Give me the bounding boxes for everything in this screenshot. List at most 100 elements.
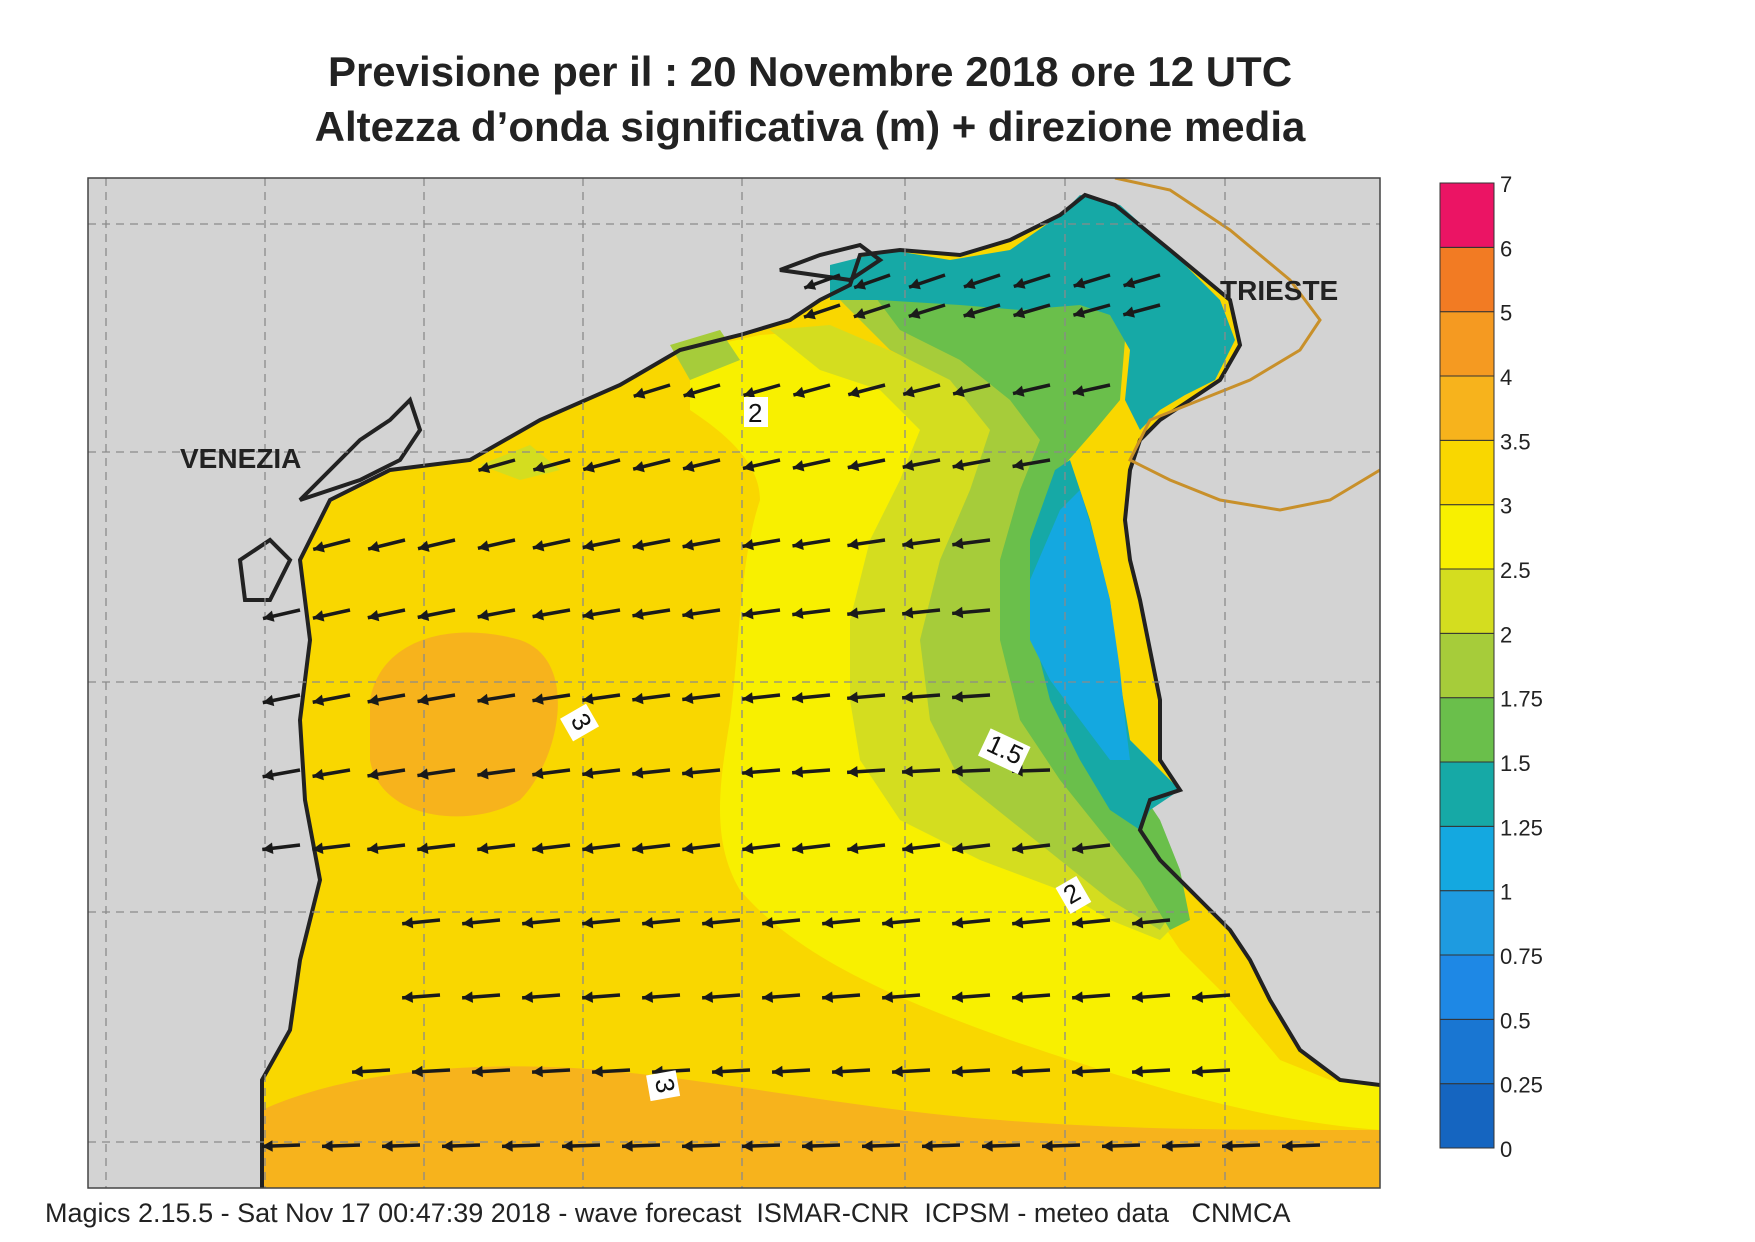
direction-arrow-head (892, 1065, 903, 1078)
direction-arrow-head (633, 387, 646, 399)
direction-arrow-head (367, 842, 379, 854)
colorbar-legend: 0 0.25 0.5 0.75 1 1.25 1.5 1.75 2 2.5 3 3.5 4 5 6 7 (1439, 172, 1543, 1162)
direction-arrow-head (804, 278, 817, 290)
direction-arrow-head (477, 693, 489, 706)
direction-arrow-head (1132, 1065, 1143, 1078)
wave-direction-arrows (261, 273, 1321, 1152)
direction-arrow-head (352, 1065, 363, 1078)
direction-arrow-head (532, 1065, 543, 1078)
direction-arrow-head (312, 842, 324, 854)
label-venezia: VENEZIA (180, 443, 301, 474)
direction-arrow-head (412, 1065, 423, 1078)
direction-arrow-head (532, 693, 544, 705)
label-trieste: TRIESTE (1220, 275, 1338, 306)
direction-arrow-head (477, 768, 489, 780)
direction-arrow-head (952, 606, 964, 619)
sea-zone-0-75 (1030, 490, 1130, 760)
direction-arrow-head (742, 692, 754, 704)
direction-arrow-head (1282, 1140, 1293, 1152)
direction-arrow-head (952, 842, 964, 854)
colorbar-tick-label: 6 (1500, 236, 1512, 261)
direction-arrow-head (1072, 385, 1085, 397)
direction-arrow-head (848, 386, 860, 398)
direction-arrow-head (762, 916, 774, 929)
direction-arrow-head (382, 1140, 393, 1152)
colorbar-tick-label: 4 (1500, 365, 1512, 390)
direction-arrow-head (583, 461, 595, 473)
direction-arrow-head (592, 1065, 603, 1078)
direction-arrow-head (1072, 991, 1084, 1003)
colorbar-swatch (1439, 1083, 1495, 1149)
direction-arrow-head (262, 610, 275, 622)
sea-zone-2 (690, 330, 1380, 1130)
direction-arrow-head (472, 1065, 483, 1078)
direction-arrow-head (712, 1065, 723, 1078)
direction-arrow-head (803, 308, 816, 320)
direction-arrow-head (532, 767, 544, 780)
direction-arrow-head (952, 537, 964, 550)
direction-arrow-head (1012, 1065, 1023, 1078)
direction-arrow-head (762, 991, 774, 1003)
direction-arrow-head (1013, 307, 1026, 319)
direction-arrow-head (1012, 991, 1024, 1003)
direction-arrow-head (802, 1140, 813, 1152)
direction-arrow-head (902, 607, 914, 619)
sea-zone-1 (830, 195, 1235, 430)
contour-label: 2 (748, 398, 762, 428)
direction-arrow-head (952, 991, 964, 1003)
direction-arrow-head (682, 766, 694, 779)
direction-arrow-head (642, 916, 654, 929)
direction-arrow-head (622, 1140, 633, 1152)
direction-arrow-head (632, 539, 645, 551)
colorbar-swatch (1439, 954, 1495, 1020)
direction-arrow-head (477, 609, 490, 621)
direction-arrow-head (313, 541, 325, 553)
direction-arrow-head (952, 765, 963, 777)
direction-arrow-head (847, 538, 859, 550)
colorbar-tick-label: 2 (1500, 622, 1512, 647)
direction-arrow-head (1123, 306, 1135, 318)
direction-arrow-head (902, 691, 914, 703)
direction-arrow-head (642, 991, 654, 1003)
direction-arrow-head (262, 769, 274, 781)
map-area (88, 178, 1380, 1188)
direction-arrow-head (822, 916, 834, 929)
direction-arrow-head (853, 308, 866, 319)
direction-arrow-head (1012, 385, 1025, 397)
national-border (1114, 178, 1380, 512)
direction-arrow-head (1013, 277, 1026, 289)
colorbar-tick-label: 5 (1500, 301, 1512, 326)
direction-arrow-head (682, 608, 694, 620)
direction-arrow-head (742, 538, 754, 551)
direction-arrow-head (633, 461, 645, 473)
direction-arrow-head (582, 916, 594, 929)
direction-arrow-head (922, 1140, 933, 1152)
direction-arrow-head (742, 1140, 753, 1152)
direction-arrow-head (462, 991, 474, 1003)
colorbar-swatch (1439, 439, 1495, 506)
colorbar-swatch (1439, 504, 1495, 570)
direction-arrow-head (909, 278, 921, 290)
direction-arrow-head (682, 1140, 693, 1152)
colorbar-swatch (1439, 697, 1495, 763)
direction-arrow-head (792, 607, 804, 620)
direction-arrow-head (952, 916, 964, 929)
direction-arrow-head (367, 609, 380, 622)
direction-arrow-head (882, 916, 894, 929)
direction-arrow-head (902, 765, 913, 778)
direction-arrow-head (312, 768, 324, 781)
direction-arrow-head (462, 916, 474, 929)
direction-arrow-head (312, 694, 325, 706)
map-subtitle: Altezza d’onda significativa (m) + direz… (314, 103, 1306, 150)
direction-arrow-head (847, 691, 859, 704)
direction-arrow-head (368, 540, 380, 553)
direction-arrow-head (847, 459, 860, 472)
direction-arrow-head (682, 539, 694, 551)
direction-arrow-head (562, 1140, 573, 1152)
colorbar-tick-label: 3.5 (1500, 429, 1531, 454)
direction-arrow-head (1192, 1065, 1203, 1078)
colorbar-swatch (1439, 1018, 1495, 1085)
colorbar-tick-label: 2.5 (1500, 558, 1531, 583)
direction-arrow-head (582, 991, 594, 1003)
